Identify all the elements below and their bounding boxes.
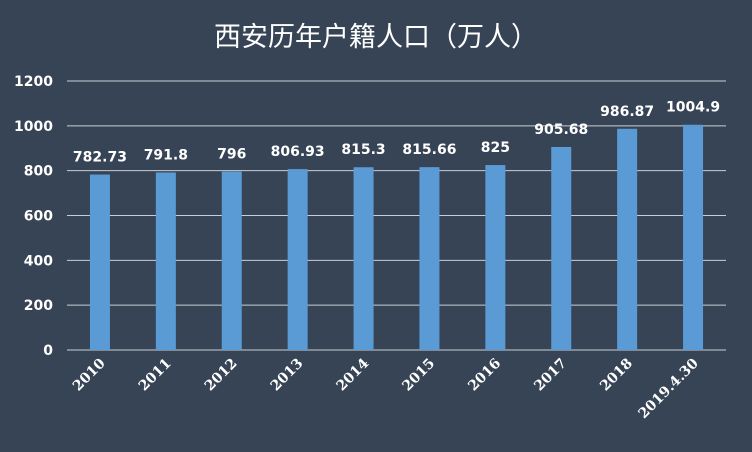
bar [617, 128, 638, 350]
y-tick-label: 400 [24, 253, 53, 269]
bars [89, 124, 704, 350]
bar [221, 171, 242, 350]
data-label: 782.73 [73, 150, 127, 166]
data-label: 1004.9 [666, 100, 720, 116]
y-tick-label: 800 [24, 164, 53, 180]
bar [287, 169, 308, 350]
x-tick-label: 2017 [531, 356, 570, 395]
bar [485, 165, 506, 350]
x-tick-label: 2018 [597, 356, 636, 395]
data-label: 825 [481, 140, 510, 156]
data-label: 796 [217, 147, 246, 163]
x-tick-label: 2012 [202, 356, 241, 395]
data-label: 815.66 [402, 142, 456, 158]
x-tick-label: 2015 [399, 356, 438, 395]
chart-title: 西安历年户籍人口（万人） [214, 22, 538, 53]
x-tick-label: 2014 [334, 355, 373, 394]
bar [551, 146, 572, 350]
data-label: 806.93 [271, 144, 325, 160]
x-tick-label: 2010 [70, 355, 109, 394]
data-label: 815.3 [341, 142, 385, 158]
y-tick-label: 1200 [14, 74, 53, 90]
bar [683, 124, 704, 350]
data-label: 986.87 [600, 104, 654, 120]
x-tick-label: 2011 [136, 356, 175, 395]
gridlines [67, 80, 726, 351]
bar [419, 167, 440, 350]
bar [155, 172, 176, 350]
y-axis-ticks: 0 200 400 600 800 1000 1200 [14, 74, 53, 359]
bar [89, 174, 110, 350]
bar [353, 167, 374, 350]
y-tick-label: 600 [24, 209, 53, 225]
data-label: 905.68 [534, 122, 588, 138]
y-tick-label: 200 [24, 298, 53, 314]
data-label: 791.8 [144, 148, 188, 164]
y-tick-label: 1000 [14, 119, 53, 135]
x-tick-label: 2016 [465, 356, 504, 395]
x-tick-label: 2013 [268, 356, 307, 395]
data-labels: 782.73 791.8 796 806.93 815.3 815.66 825 905.68… [73, 100, 720, 166]
x-tick-label: 2019.4.30 [635, 355, 702, 422]
y-tick-label: 0 [43, 343, 53, 359]
x-axis-ticks: 2010 2011 2012 2013 2014 2015 2016 2017 2018 2019… [70, 355, 702, 422]
